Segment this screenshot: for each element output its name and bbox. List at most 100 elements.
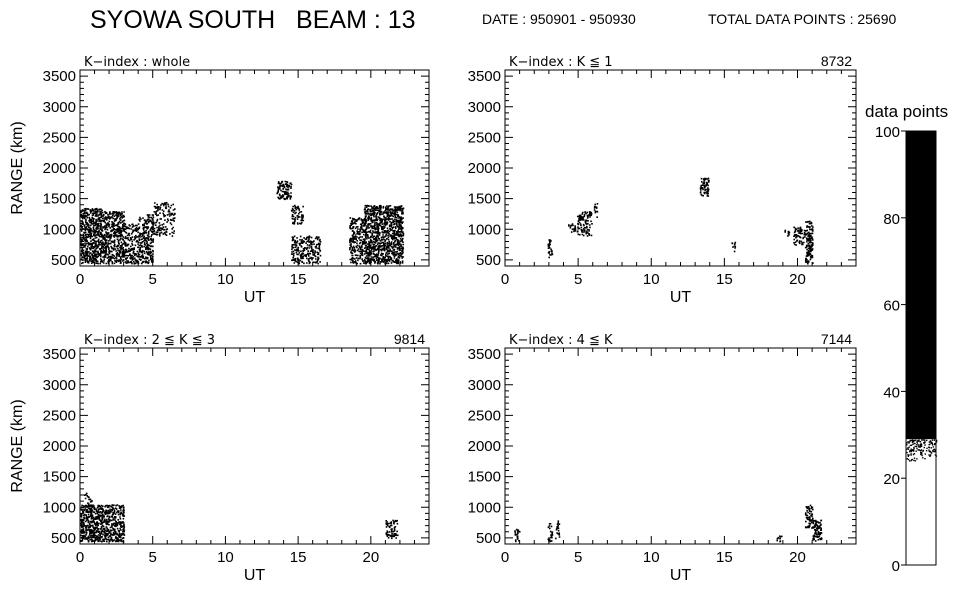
x-tick-label: 15 <box>290 549 307 566</box>
x-tick-label: 15 <box>716 549 733 566</box>
x-tick-label: 10 <box>217 549 234 566</box>
y-tick-label: 3000 <box>468 377 501 394</box>
colorbar-tick-label: 40 <box>883 384 900 401</box>
data-points <box>547 177 814 265</box>
x-tick-label: 5 <box>149 271 157 288</box>
y-tick-label: 2000 <box>468 438 501 455</box>
x-tick-label: 0 <box>76 271 84 288</box>
panel-1: 0 5 10 15 20 500 1000 1500 2000 2500 3000 3500 UT RAN… <box>9 55 430 306</box>
data-cluster-4 <box>776 535 783 543</box>
y-axis-label: RANGE (km) <box>9 399 26 492</box>
y-axis-label: RANGE (km) <box>9 121 26 214</box>
colorbar-tick-label: 20 <box>883 471 900 488</box>
data-cluster-2 <box>568 223 577 233</box>
x-tick-label: 15 <box>290 271 307 288</box>
data-cluster-8 <box>793 226 807 246</box>
x-tick-label: 20 <box>362 549 379 566</box>
data-cluster-6 <box>812 519 823 542</box>
data-points <box>80 492 399 543</box>
data-cluster-6 <box>276 180 293 201</box>
data-cluster-10 <box>363 204 405 265</box>
colorbar-tick-label: 100 <box>875 124 900 141</box>
y-tick-label: 500 <box>51 252 76 269</box>
y-tick-label: 3000 <box>43 377 76 394</box>
data-cluster-2 <box>547 523 554 543</box>
panel-label: K−index : 4 ≦ K <box>509 333 613 348</box>
data-cluster-3 <box>123 223 140 265</box>
y-tick-label: 2500 <box>43 129 76 146</box>
x-tick-label: 5 <box>574 271 582 288</box>
y-tick-label: 1500 <box>468 191 501 208</box>
y-tick-label: 1000 <box>43 221 76 238</box>
colorbar-tick-label: 0 <box>892 558 900 575</box>
x-axis-label: UT <box>670 289 692 306</box>
x-axis-label: UT <box>244 289 266 306</box>
x-tick-label: 15 <box>716 271 733 288</box>
data-cluster-9 <box>349 217 366 265</box>
panel-count: 8732 <box>821 53 852 69</box>
data-cluster-5 <box>152 201 176 237</box>
data-cluster-1 <box>80 504 126 543</box>
y-tick-label: 500 <box>476 530 501 547</box>
x-tick-label: 5 <box>149 549 157 566</box>
y-tick-label: 1000 <box>43 499 76 516</box>
x-tick-label: 20 <box>362 271 379 288</box>
data-cluster-1 <box>547 239 554 259</box>
data-cluster-4 <box>593 203 599 218</box>
y-tick-label: 2000 <box>43 438 76 455</box>
colorbar-transition <box>906 439 938 462</box>
y-tick-label: 3500 <box>43 346 76 363</box>
data-points <box>514 504 823 543</box>
data-cluster-3 <box>385 519 399 540</box>
y-tick-label: 2500 <box>468 129 501 146</box>
x-tick-label: 5 <box>574 549 582 566</box>
y-tick-label: 2500 <box>43 407 76 424</box>
y-tick-label: 3000 <box>468 99 501 116</box>
data-cluster-3 <box>555 520 561 540</box>
panel-3: 0 5 10 15 20 500 1000 1500 2000 2500 3000 3500 UT RAN… <box>9 331 430 584</box>
y-tick-label: 1000 <box>468 499 501 516</box>
data-cluster-5 <box>804 504 814 529</box>
data-cluster-7 <box>290 204 305 225</box>
panel-label: K−index : whole <box>84 55 190 70</box>
panel-2: 0 5 10 15 20 500 1000 1500 2000 2500 3000 3500 UT K−i… <box>468 53 857 306</box>
figure-title: SYOWA SOUTH BEAM : 13 <box>90 6 416 34</box>
y-tick-label: 3500 <box>468 346 501 363</box>
x-tick-label: 10 <box>217 271 234 288</box>
total-data-points: TOTAL DATA POINTS : 25690 <box>708 11 897 27</box>
y-tick-label: 1500 <box>43 191 76 208</box>
data-cluster-6 <box>731 241 737 253</box>
x-tick-label: 10 <box>643 271 660 288</box>
x-tick-label: 10 <box>643 549 660 566</box>
data-cluster-7 <box>784 229 791 237</box>
x-tick-label: 0 <box>501 271 509 288</box>
panel-count: 7144 <box>821 331 852 347</box>
data-cluster-2 <box>84 492 93 505</box>
y-tick-label: 1000 <box>468 221 501 238</box>
y-tick-label: 3000 <box>43 99 76 116</box>
y-tick-label: 2000 <box>43 160 76 177</box>
y-tick-label: 2000 <box>468 160 501 177</box>
colorbar-label: data points <box>865 102 948 121</box>
x-axis-label: UT <box>244 567 266 584</box>
panel-label: K−index : K ≦ 1 <box>509 55 613 70</box>
data-cluster-1 <box>80 207 104 265</box>
data-cluster-5 <box>699 177 710 197</box>
data-points <box>80 180 405 265</box>
colorbar-tick-label: 80 <box>883 211 900 228</box>
y-tick-label: 500 <box>476 252 501 269</box>
colorbar: data points 0 20 40 60 80 100 <box>865 102 948 575</box>
x-tick-label: 0 <box>501 549 509 566</box>
colorbar-fill <box>906 131 936 440</box>
panels: 0 5 10 15 20500100015002000250030003500UTRAN… <box>9 53 857 584</box>
date-range: DATE : 950901 - 950930 <box>482 11 636 27</box>
data-cluster-2 <box>101 211 126 265</box>
y-tick-label: 3500 <box>468 68 501 85</box>
data-cluster-9 <box>804 220 814 265</box>
colorbar-tick-label: 60 <box>883 298 900 315</box>
data-cluster-8 <box>290 235 322 265</box>
panel-count: 9814 <box>394 331 425 347</box>
y-tick-label: 500 <box>51 530 76 547</box>
data-cluster-1 <box>514 528 521 543</box>
